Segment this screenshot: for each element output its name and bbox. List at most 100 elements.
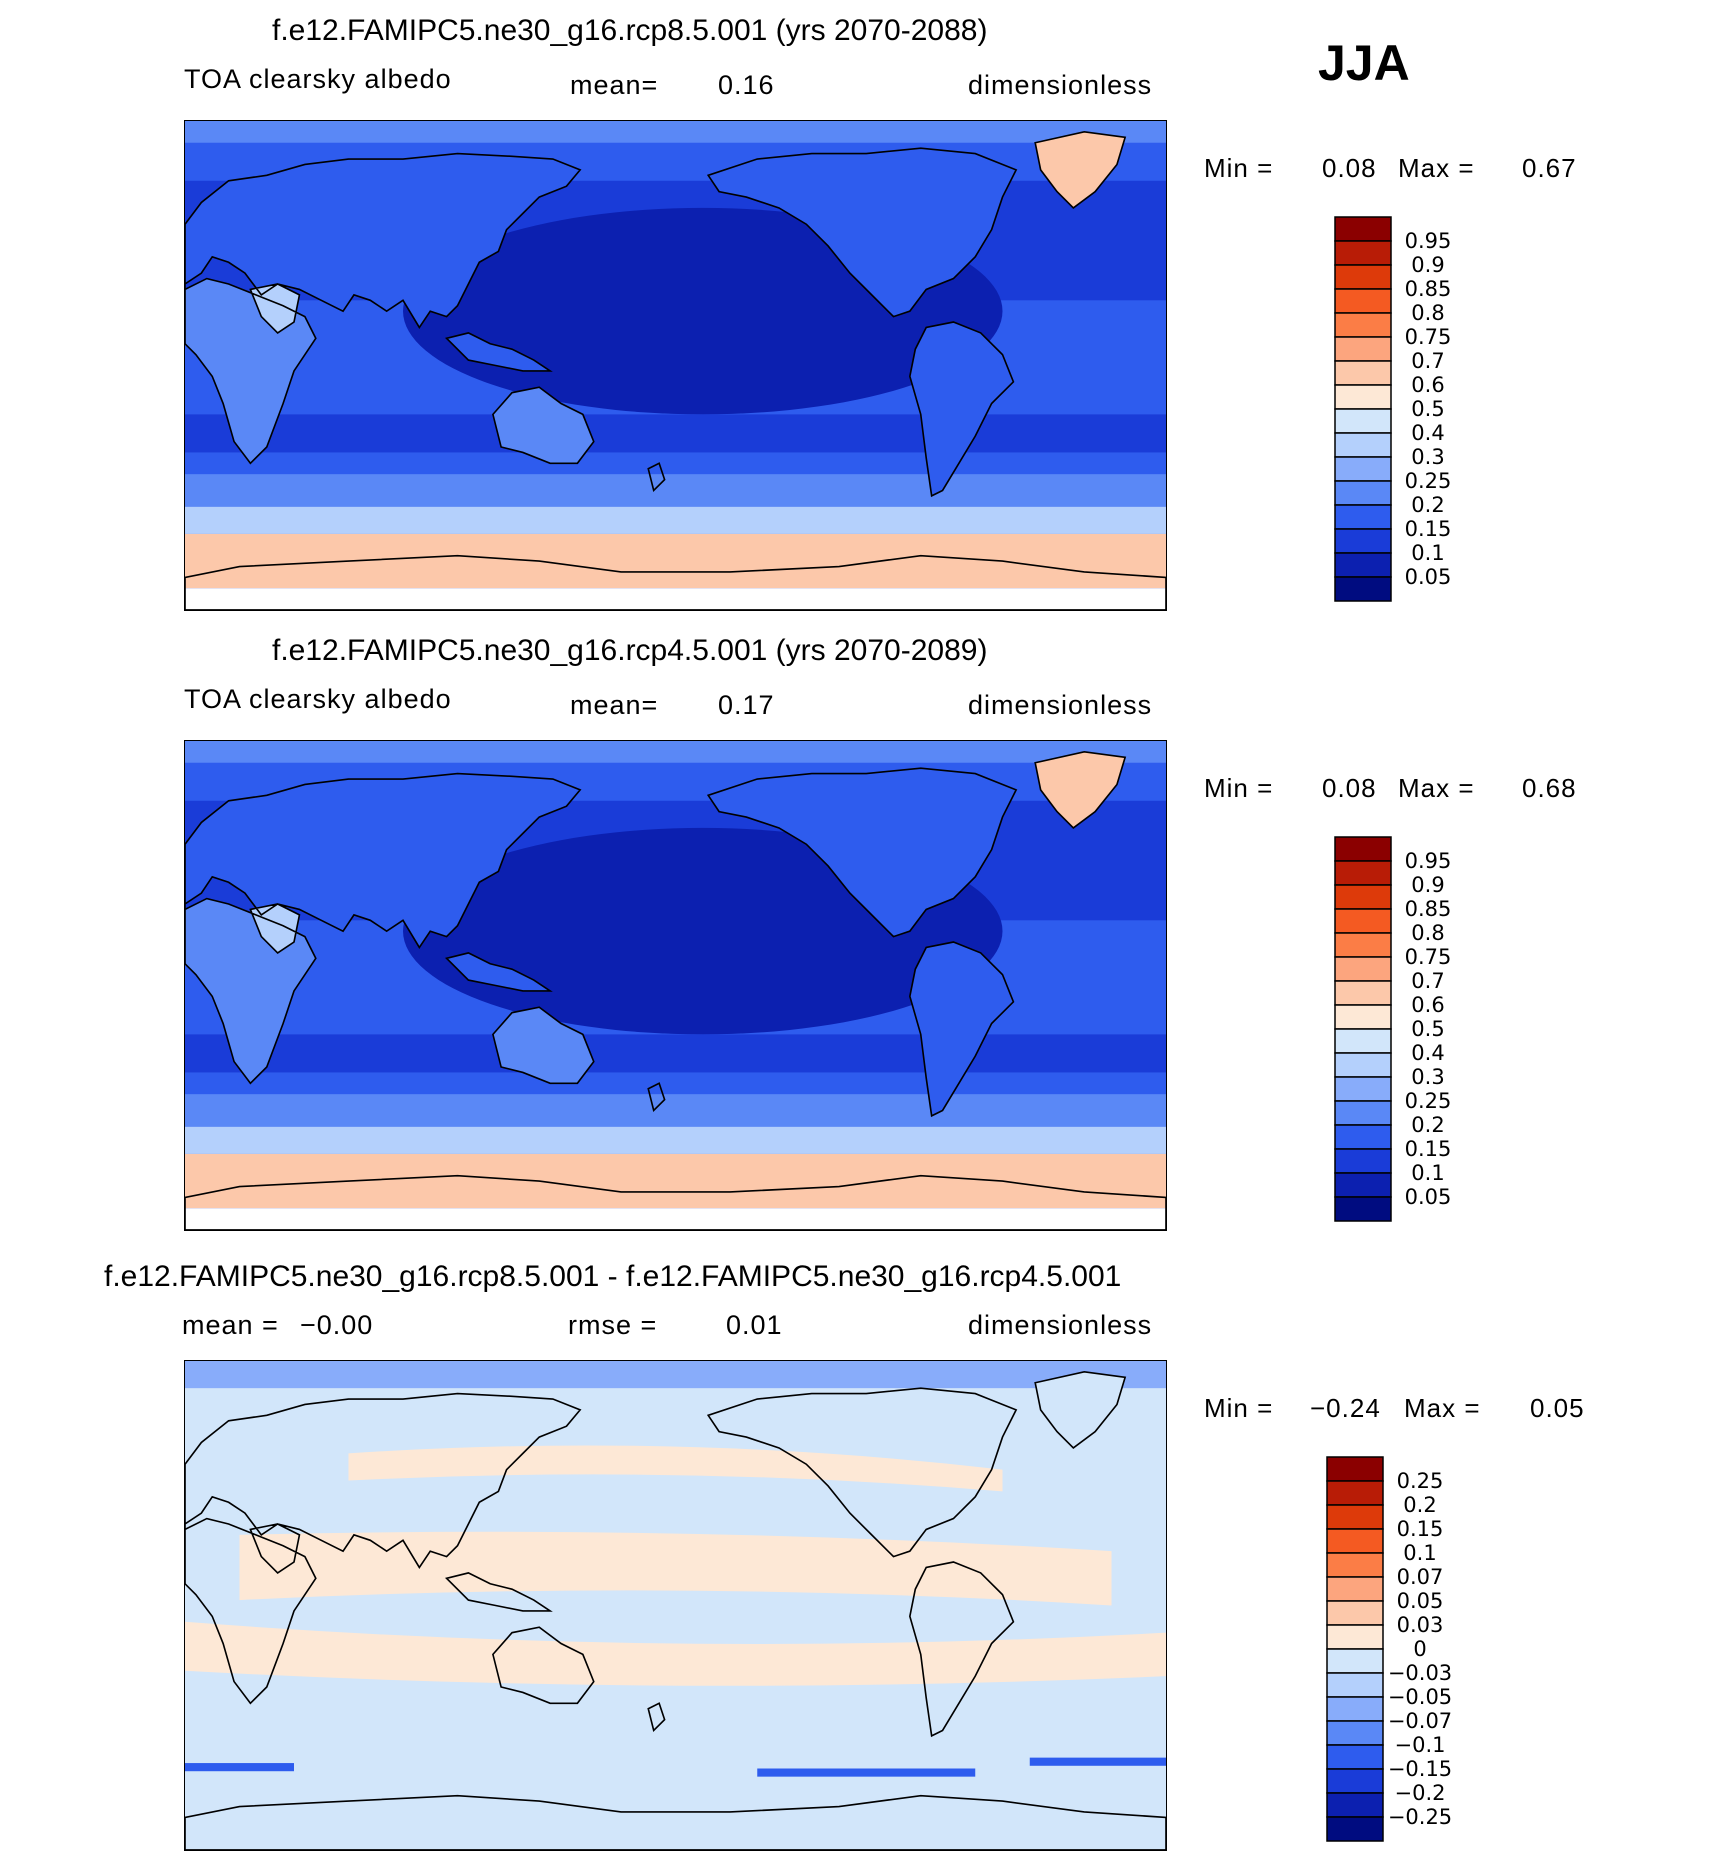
map-shape: [185, 1126, 1166, 1154]
map-shape: [185, 506, 1166, 534]
colorbar-swatch: [1334, 1148, 1392, 1174]
panel1-units: dimensionless: [968, 70, 1153, 100]
panel1-mean-value: 0.16: [718, 70, 775, 100]
colorbar-swatch: [1334, 1076, 1392, 1102]
colorbar-tick-label: 0.6: [1411, 993, 1444, 1017]
map-shape: [185, 1208, 1166, 1230]
panel2-map: [184, 740, 1167, 1231]
colorbar-swatch: [1334, 264, 1392, 290]
colorbar-tick-label: 0.25: [1405, 469, 1452, 493]
colorbar-swatch: [1326, 1672, 1384, 1698]
map-shape: [909, 942, 1014, 1116]
panel2-colorbar: 0.95 0.9 0.85 0.8 0.75 0.7 0.6 0.5 0.4 0.3 0.25 0.2…: [1334, 836, 1474, 1222]
colorbar-tick-label: 0.75: [1405, 325, 1452, 349]
colorbar-tick-label: 0.95: [1405, 849, 1452, 873]
colorbar-swatch: [1326, 1456, 1384, 1482]
panel3-mean-value: −0.00: [300, 1310, 374, 1340]
colorbar-swatch: [1326, 1720, 1384, 1746]
colorbar-tick-label: 0.5: [1411, 1017, 1444, 1041]
colorbar-swatch: [1334, 1004, 1392, 1030]
panel1-mean-label: mean=: [570, 70, 659, 100]
colorbar-swatch: [1326, 1648, 1384, 1674]
map-shape: [446, 332, 551, 371]
colorbar-tick-label: 0.15: [1405, 517, 1452, 541]
colorbar-swatch: [1326, 1600, 1384, 1626]
colorbar-tick-label: 0.95: [1405, 229, 1452, 253]
map-shape: [185, 414, 1166, 453]
map-shape: [708, 768, 1017, 937]
colorbar-swatch: [1326, 1624, 1384, 1650]
colorbar-tick-label: 0.3: [1411, 1065, 1444, 1089]
colorbar-tick-label: 0: [1413, 1637, 1426, 1661]
colorbar-tick-label: 0.2: [1403, 1493, 1436, 1517]
colorbar-tick-label: 0.2: [1411, 1113, 1444, 1137]
colorbar-tick-label: 0.85: [1405, 277, 1452, 301]
panel3-max-value: 0.05: [1530, 1393, 1585, 1423]
colorbar-swatch: [1334, 432, 1392, 458]
panel2-min-value: 0.08: [1322, 773, 1377, 803]
map-shape: [185, 131, 1166, 610]
colorbar-tick-label: 0.25: [1397, 1469, 1444, 1493]
map-shape: [185, 1361, 1166, 1850]
panel1-max-label: Max =: [1398, 153, 1475, 183]
colorbar-swatch: [1334, 1172, 1392, 1198]
colorbar-tick-label: 0.05: [1397, 1589, 1444, 1613]
colorbar-tick-label: 0.2: [1411, 493, 1444, 517]
colorbar-swatch: [1334, 576, 1392, 602]
map-shape: [185, 1371, 1166, 1850]
colorbar-swatch: [1334, 408, 1392, 434]
colorbar-swatch: [1326, 1528, 1384, 1554]
colorbar-swatch: [1326, 1744, 1384, 1770]
map-shape: [185, 1034, 1166, 1073]
colorbar-tick-label: 0.85: [1405, 897, 1452, 921]
colorbar-tick-label: 0.3: [1411, 445, 1444, 469]
map-shape: [185, 474, 1166, 507]
colorbar-tick-label: 0.5: [1411, 397, 1444, 421]
map-shape: [492, 387, 594, 464]
colorbar-tick-label: 0.4: [1411, 1041, 1444, 1065]
map-shape: [185, 588, 1166, 610]
panel3-colorbar: 0.25 0.2 0.15 0.1 0.07 0.05 0.03 0 −0.03 −0.05 −0.…: [1326, 1456, 1466, 1842]
panel1-title: f.e12.FAMIPC5.ne30_g16.rcp8.5.001 (yrs 2…: [272, 14, 988, 47]
map-shape: [185, 121, 1166, 143]
colorbar-tick-label: 0.6: [1411, 373, 1444, 397]
map-shape: [1035, 751, 1126, 828]
colorbar-swatch: [1334, 312, 1392, 338]
panel1-min-value: 0.08: [1322, 153, 1377, 183]
colorbar-tick-label: 0.07: [1397, 1565, 1444, 1589]
colorbar-tick-label: 0.1: [1411, 1161, 1444, 1185]
panel3-min-value: −0.24: [1310, 1393, 1381, 1423]
map-shape: [185, 1361, 1166, 1389]
colorbar-tick-label: 0.9: [1411, 253, 1444, 277]
colorbar-tick-label: 0.15: [1405, 1137, 1452, 1161]
colorbar-swatch: [1326, 1576, 1384, 1602]
season-label: JJA: [1318, 35, 1410, 91]
panel1-colorbar: 0.95 0.9 0.85 0.8 0.75 0.7 0.6 0.5 0.4 0.3 0.25 0.2…: [1334, 216, 1474, 602]
panel3-max-label: Max =: [1404, 1393, 1481, 1423]
map-shape: [185, 1621, 1166, 1686]
panel3-min-label: Min =: [1204, 1393, 1274, 1423]
colorbar-tick-label: 0.7: [1411, 969, 1444, 993]
map-shape: [185, 153, 581, 328]
colorbar-tick-label: −0.25: [1388, 1805, 1452, 1829]
colorbar-tick-label: −0.2: [1395, 1781, 1446, 1805]
colorbar-tick-label: 0.8: [1411, 921, 1444, 945]
colorbar-swatch: [1334, 216, 1392, 242]
map-shape: [185, 741, 1166, 763]
colorbar-tick-label: 0.03: [1397, 1613, 1444, 1637]
panel1-variable: TOA clearsky albedo: [184, 64, 452, 94]
colorbar-tick-label: 0.25: [1405, 1089, 1452, 1113]
panel2-max-label: Max =: [1398, 773, 1475, 803]
map-shape: [757, 1768, 976, 1777]
colorbar-tick-label: −0.03: [1388, 1661, 1452, 1685]
colorbar-swatch: [1334, 956, 1392, 982]
map-shape: [250, 284, 300, 333]
colorbar-tick-label: −0.05: [1388, 1685, 1452, 1709]
colorbar-swatch: [1326, 1696, 1384, 1722]
colorbar-swatch: [1334, 932, 1392, 958]
colorbar-tick-label: 0.4: [1411, 421, 1444, 445]
colorbar-swatch: [1334, 1100, 1392, 1126]
map-shape: [1035, 131, 1126, 208]
colorbar-swatch: [1334, 836, 1392, 862]
panel2-variable: TOA clearsky albedo: [184, 684, 452, 714]
